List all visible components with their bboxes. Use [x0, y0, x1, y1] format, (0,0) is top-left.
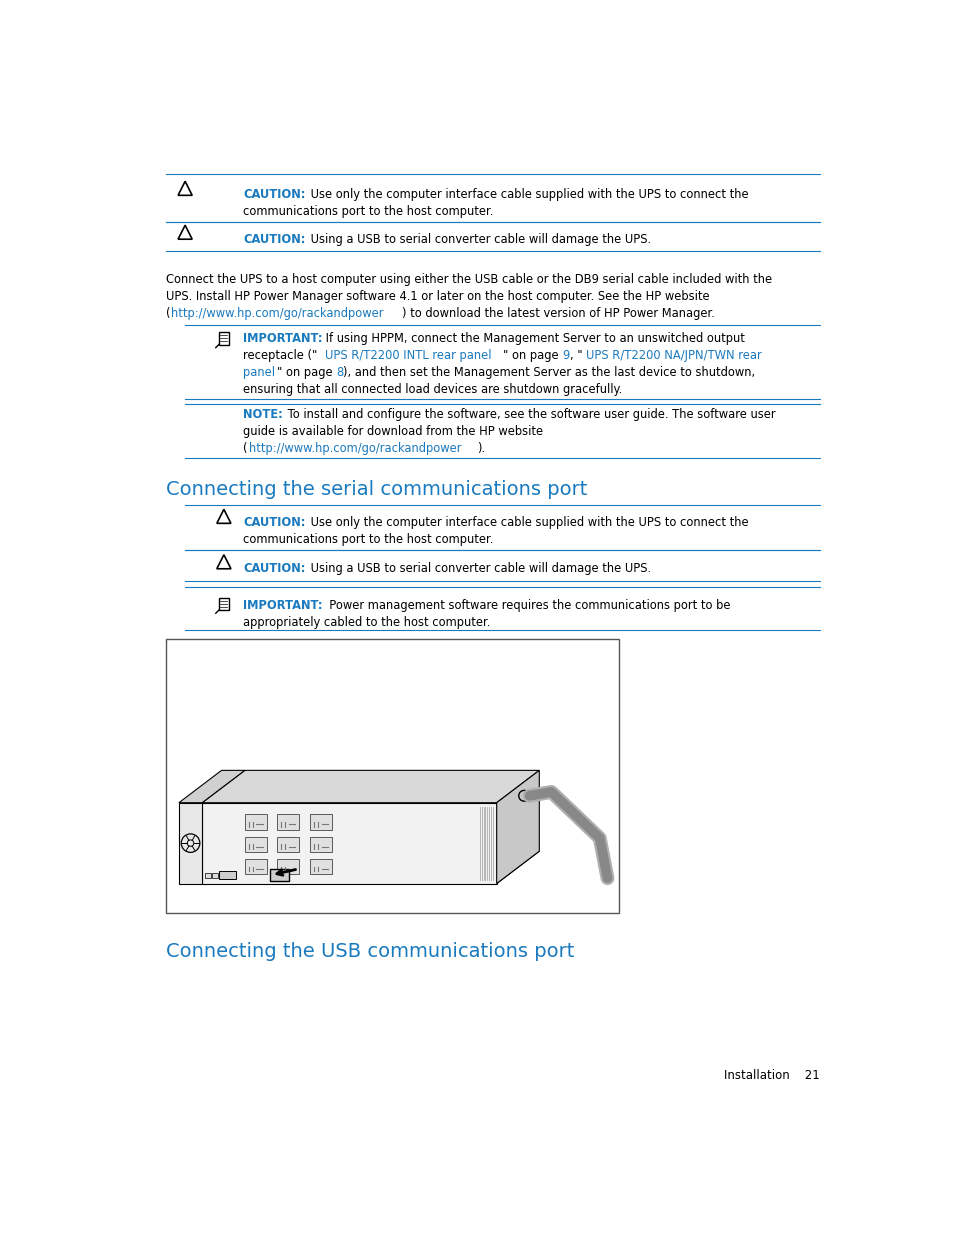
Text: Use only the computer interface cable supplied with the UPS to connect the: Use only the computer interface cable su… — [307, 188, 748, 201]
Text: receptacle (": receptacle (" — [243, 350, 317, 362]
FancyBboxPatch shape — [212, 873, 217, 878]
Text: If using HPPM, connect the Management Server to an unswitched output: If using HPPM, connect the Management Se… — [322, 332, 744, 346]
Text: Installation    21: Installation 21 — [723, 1070, 819, 1082]
Text: ).: ). — [476, 442, 485, 454]
Text: UPS. Install HP Power Manager software 4.1 or later on the host computer. See th: UPS. Install HP Power Manager software 4… — [166, 290, 709, 303]
Text: communications port to the host computer.: communications port to the host computer… — [243, 205, 493, 219]
Text: , ": , " — [569, 350, 581, 362]
Text: appropriately cabled to the host computer.: appropriately cabled to the host compute… — [243, 615, 490, 629]
FancyBboxPatch shape — [310, 858, 332, 874]
FancyBboxPatch shape — [219, 871, 236, 879]
Text: Using a USB to serial converter cable will damage the UPS.: Using a USB to serial converter cable wi… — [307, 562, 650, 576]
Polygon shape — [202, 803, 497, 883]
Text: (: ( — [243, 442, 248, 454]
Text: Use only the computer interface cable supplied with the UPS to connect the: Use only the computer interface cable su… — [307, 516, 748, 530]
Text: communications port to the host computer.: communications port to the host computer… — [243, 534, 493, 546]
Polygon shape — [179, 803, 202, 883]
Polygon shape — [202, 771, 538, 803]
FancyBboxPatch shape — [245, 858, 266, 874]
FancyBboxPatch shape — [166, 640, 618, 913]
Polygon shape — [179, 771, 245, 803]
Text: UPS R/T2200 INTL rear panel: UPS R/T2200 INTL rear panel — [324, 350, 491, 362]
Text: http://www.hp.com/go/rackandpower: http://www.hp.com/go/rackandpower — [249, 442, 460, 454]
Text: " on page: " on page — [276, 366, 335, 379]
Text: ), and then set the Management Server as the last device to shutdown,: ), and then set the Management Server as… — [343, 366, 755, 379]
Text: Connecting the serial communications port: Connecting the serial communications por… — [166, 480, 586, 499]
FancyBboxPatch shape — [245, 814, 266, 830]
Text: NOTE:: NOTE: — [243, 408, 283, 421]
Polygon shape — [202, 851, 538, 883]
Text: guide is available for download from the HP website: guide is available for download from the… — [243, 425, 543, 437]
Text: UPS R/T2200 NA/JPN/TWN rear: UPS R/T2200 NA/JPN/TWN rear — [585, 350, 760, 362]
FancyBboxPatch shape — [310, 814, 332, 830]
FancyBboxPatch shape — [277, 836, 298, 852]
Text: Power management software requires the communications port to be: Power management software requires the c… — [322, 599, 730, 611]
Text: Connecting the USB communications port: Connecting the USB communications port — [166, 942, 574, 961]
Text: CAUTION:: CAUTION: — [243, 562, 305, 576]
FancyBboxPatch shape — [205, 873, 211, 878]
Text: Using a USB to serial converter cable will damage the UPS.: Using a USB to serial converter cable wi… — [307, 233, 650, 246]
Text: CAUTION:: CAUTION: — [243, 188, 305, 201]
Text: " on page: " on page — [502, 350, 561, 362]
Text: To install and configure the software, see the software user guide. The software: To install and configure the software, s… — [283, 408, 775, 421]
Text: http://www.hp.com/go/rackandpower: http://www.hp.com/go/rackandpower — [171, 306, 383, 320]
FancyBboxPatch shape — [218, 332, 229, 345]
FancyBboxPatch shape — [277, 814, 298, 830]
Text: 8: 8 — [335, 366, 343, 379]
Text: ensuring that all connected load devices are shutdown gracefully.: ensuring that all connected load devices… — [243, 383, 622, 396]
FancyBboxPatch shape — [245, 836, 266, 852]
Text: panel: panel — [243, 366, 275, 379]
FancyBboxPatch shape — [277, 858, 298, 874]
Polygon shape — [497, 771, 538, 883]
Text: Connect the UPS to a host computer using either the USB cable or the DB9 serial : Connect the UPS to a host computer using… — [166, 273, 771, 287]
Text: ) to download the latest version of HP Power Manager.: ) to download the latest version of HP P… — [402, 306, 714, 320]
Text: (: ( — [166, 306, 170, 320]
Text: IMPORTANT:: IMPORTANT: — [243, 599, 322, 611]
Text: IMPORTANT:: IMPORTANT: — [243, 332, 322, 346]
FancyBboxPatch shape — [270, 869, 289, 882]
Text: CAUTION:: CAUTION: — [243, 233, 305, 246]
Text: CAUTION:: CAUTION: — [243, 516, 305, 530]
FancyBboxPatch shape — [310, 836, 332, 852]
FancyBboxPatch shape — [218, 598, 229, 610]
Text: 9: 9 — [562, 350, 569, 362]
